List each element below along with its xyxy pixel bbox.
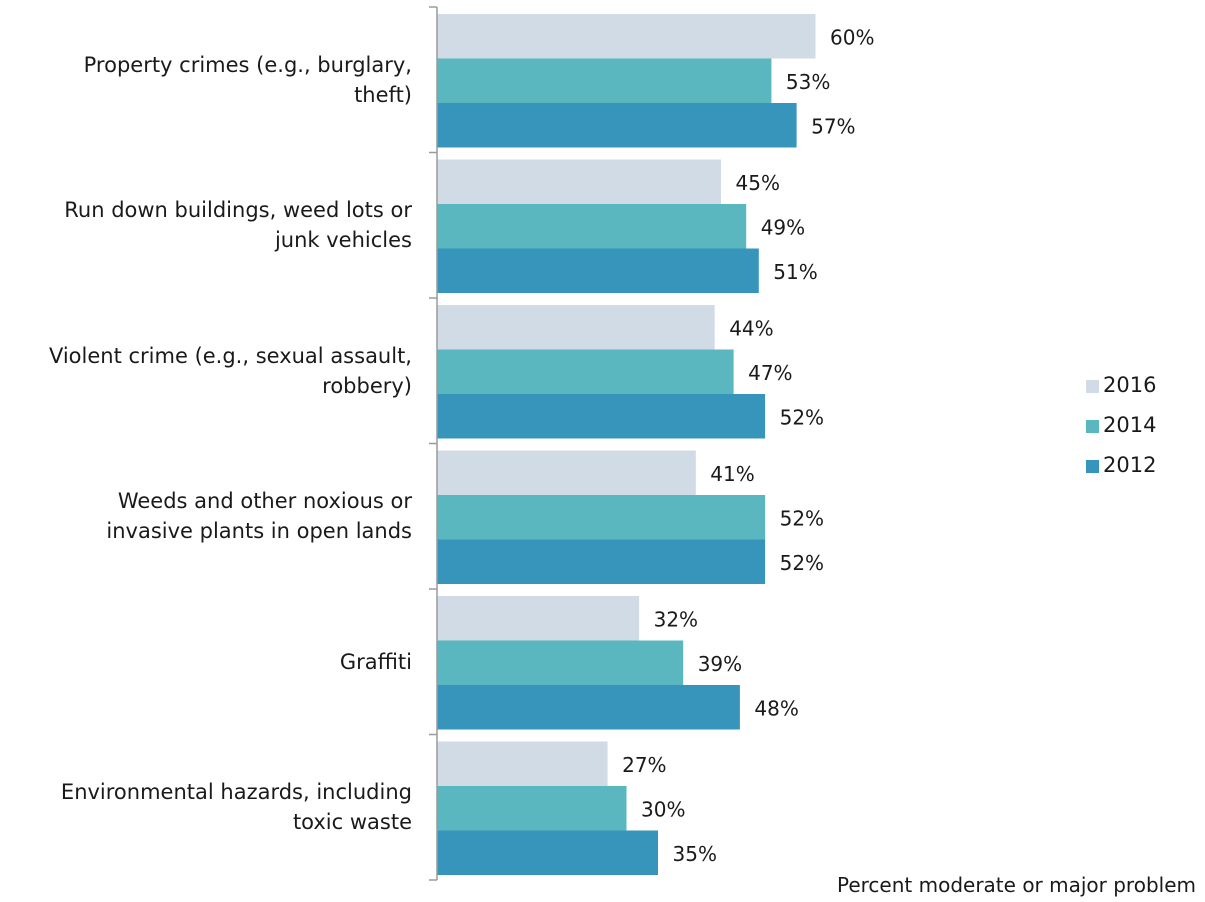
category-label-line: Environmental hazards, including bbox=[60, 780, 412, 805]
legend-label: 2012 bbox=[1103, 453, 1157, 477]
bar-2016-6 bbox=[437, 741, 608, 786]
bar-2014-1 bbox=[437, 58, 772, 103]
bar-2014-2 bbox=[437, 204, 747, 249]
category-label-line: junk vehicles bbox=[274, 228, 412, 253]
legend-swatch bbox=[1086, 420, 1099, 433]
data-label: 32% bbox=[654, 607, 698, 631]
x-axis-label: Percent moderate or major problem bbox=[837, 873, 1196, 897]
category-label-line: Property crimes (e.g., burglary, bbox=[83, 52, 412, 77]
bar-2016-4 bbox=[437, 450, 696, 495]
bar-2012-1 bbox=[437, 103, 797, 148]
category-label-line: robbery) bbox=[322, 373, 412, 398]
bar-2012-5 bbox=[437, 685, 740, 730]
data-label: 39% bbox=[698, 652, 742, 676]
data-label: 60% bbox=[830, 25, 874, 49]
bar-2016-2 bbox=[437, 159, 721, 204]
data-label: 49% bbox=[761, 215, 805, 239]
bar-2012-4 bbox=[437, 539, 766, 584]
bar-2014-3 bbox=[437, 349, 734, 394]
legend-swatch bbox=[1086, 460, 1099, 473]
category-label: Violent crime (e.g., sexual assault, robb… bbox=[0, 341, 412, 401]
category-label-line: toxic waste bbox=[292, 810, 412, 835]
data-label: 57% bbox=[811, 114, 855, 138]
category-label-line: Graffiti bbox=[339, 649, 412, 674]
bar-2016-5 bbox=[437, 596, 640, 641]
data-label: 41% bbox=[710, 462, 754, 486]
category-label-line: Run down buildings, weed lots or bbox=[64, 198, 412, 223]
category-label: Run down buildings, weed lots or junk veh… bbox=[0, 195, 412, 255]
category-label: Graffiti bbox=[0, 647, 412, 677]
data-label: 52% bbox=[780, 551, 824, 575]
data-label: 53% bbox=[786, 70, 830, 94]
category-label: Weeds and other noxious or invasive plant… bbox=[0, 486, 412, 546]
data-label: 51% bbox=[773, 260, 817, 284]
category-label: Property crimes (e.g., burglary, theft) bbox=[0, 50, 412, 110]
data-label: 27% bbox=[622, 753, 666, 777]
legend-label: 2016 bbox=[1103, 373, 1157, 397]
category-label-line: invasive plants in open lands bbox=[106, 519, 412, 544]
bar-2012-6 bbox=[437, 830, 658, 875]
bar-2014-5 bbox=[437, 640, 684, 685]
legend-swatch bbox=[1086, 380, 1099, 393]
data-label: 30% bbox=[641, 797, 685, 821]
bar-2016-1 bbox=[437, 14, 816, 59]
data-label: 47% bbox=[748, 361, 792, 385]
legend-label: 2014 bbox=[1103, 413, 1157, 437]
data-label: 52% bbox=[780, 405, 824, 429]
data-label: 52% bbox=[780, 506, 824, 530]
data-label: 35% bbox=[673, 842, 717, 866]
bar-2012-2 bbox=[437, 248, 759, 293]
bar-2016-3 bbox=[437, 305, 715, 350]
category-label-line: theft) bbox=[354, 82, 412, 107]
data-label: 48% bbox=[754, 696, 798, 720]
data-label: 44% bbox=[729, 316, 773, 340]
bar-2014-4 bbox=[437, 495, 766, 540]
bar-2014-6 bbox=[437, 786, 627, 831]
bar-2012-3 bbox=[437, 394, 766, 439]
category-label-line: Weeds and other noxious or bbox=[117, 489, 412, 514]
category-label-line: Violent crime (e.g., sexual assault, bbox=[48, 343, 412, 368]
category-label: Environmental hazards, including toxic wa… bbox=[0, 777, 412, 837]
data-label: 45% bbox=[736, 171, 780, 195]
